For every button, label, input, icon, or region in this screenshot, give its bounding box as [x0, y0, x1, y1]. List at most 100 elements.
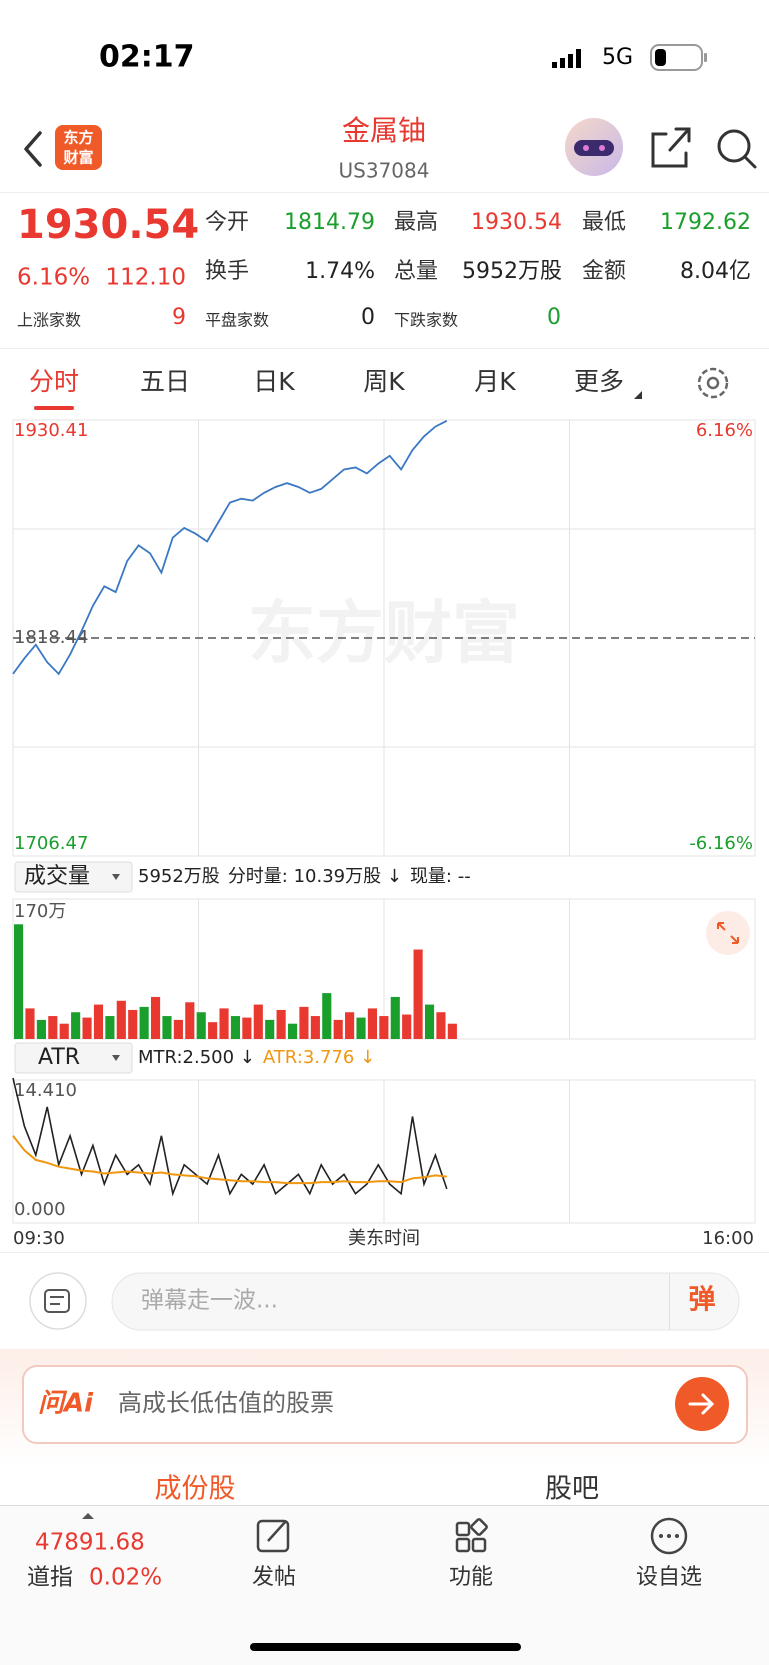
y2-tick-label: 6.16%: [696, 420, 753, 441]
volume-bar: [139, 1006, 149, 1039]
volume-bar: [93, 1004, 104, 1039]
breadth-value: 0: [547, 305, 561, 330]
dropdown-arrow: [112, 874, 120, 880]
chart-tab[interactable]: 更多: [574, 367, 624, 396]
stat-value: 1792.62: [660, 210, 751, 235]
more-icon[interactable]: [650, 1517, 688, 1555]
logo-text: 财富: [63, 149, 93, 167]
comment-input[interactable]: [111, 1272, 740, 1331]
assistant-avatar[interactable]: [565, 118, 623, 176]
battery-icon: [650, 44, 707, 71]
y-tick-label: 14.410: [14, 1080, 77, 1101]
y-tick-label: 170万: [14, 901, 66, 922]
home-indicator: [250, 1643, 521, 1651]
stock-code: US37084: [339, 159, 430, 183]
expand-arrow: [82, 1513, 94, 1519]
price-line: [12, 419, 448, 676]
ai-brand: 问Ai: [38, 1389, 94, 1419]
volume-bar: [185, 1002, 195, 1039]
expand-button[interactable]: [706, 911, 750, 955]
volume-bar: [402, 1014, 412, 1039]
divider: [0, 348, 769, 349]
index-name[interactable]: 道指: [27, 1565, 73, 1591]
comment-placeholder: 弹幕走一波...: [141, 1288, 278, 1314]
index-change[interactable]: 0.02%: [89, 1565, 162, 1591]
indicator-line: [12, 1077, 448, 1197]
volume-bar: [82, 1017, 92, 1039]
bottom-nav: 发帖 功能 设自选: [252, 1565, 702, 1590]
divider: [0, 1252, 769, 1253]
app-logo[interactable]: [55, 125, 102, 170]
x-axis-label: 美东时间: [348, 1228, 420, 1249]
volume-bar: [436, 1012, 446, 1039]
chart-tabs: 分时 五日 日K 周K 月K 更多: [29, 367, 642, 410]
volume-bar: [14, 924, 24, 1039]
nav-label[interactable]: 功能: [449, 1565, 493, 1590]
divider: [669, 1273, 670, 1330]
volume-bar: [390, 996, 400, 1039]
stat-label: 金额: [582, 259, 626, 284]
chart-tab[interactable]: 周K: [363, 367, 405, 396]
section-tab[interactable]: 成份股: [155, 1474, 236, 1505]
stat-label: 总量: [394, 259, 438, 284]
volume-bar: [105, 1016, 115, 1039]
function-icon[interactable]: [455, 1518, 488, 1553]
volume-bar: [447, 1023, 457, 1039]
divider: [0, 192, 769, 193]
danmaku-button[interactable]: 弹: [689, 1285, 716, 1316]
stat-label: 最高: [394, 210, 438, 235]
y-tick-label: 1706.47: [14, 833, 88, 854]
charts: 东方财富 1930.41 1818.44 1706.47 6.16% -6.16% 成交量 5…: [12, 419, 756, 1249]
breadth-value: 9: [172, 305, 186, 330]
y-tick-label: 1930.41: [14, 420, 88, 441]
chart-tab[interactable]: 月K: [474, 367, 516, 396]
volume-bar: [333, 1019, 343, 1039]
post-icon[interactable]: [256, 1519, 290, 1553]
legend-entry: MTR:2.500 ↓: [138, 1047, 255, 1068]
signal-icon: [552, 49, 581, 68]
ai-prompt: 高成长低估值的股票: [118, 1389, 334, 1417]
chart-tab[interactable]: 分时: [29, 367, 79, 396]
stat-value: 1930.54: [471, 210, 562, 235]
ai-submit-button[interactable]: [675, 1377, 729, 1431]
watermark: 东方财富: [248, 595, 520, 674]
volume-bar: [25, 1008, 35, 1039]
stat-value: 5952万股: [462, 259, 562, 284]
volume-bar: [345, 1012, 355, 1039]
nav-label[interactable]: 发帖: [252, 1565, 296, 1590]
back-button[interactable]: [24, 131, 42, 167]
chart-tab[interactable]: 五日: [140, 367, 190, 396]
section-tab[interactable]: 股吧: [545, 1474, 599, 1505]
index-value[interactable]: 47891.68: [35, 1530, 145, 1556]
stock-name: 金属铀: [342, 114, 426, 147]
volume-bar: [299, 1006, 309, 1039]
volume-bar: [265, 1019, 275, 1039]
settings-button[interactable]: [697, 367, 729, 399]
dropdown-arrow: [112, 1055, 120, 1061]
volume-info: 现量: --: [410, 866, 471, 887]
logo-text: 东方: [63, 129, 93, 147]
bottom-bar: [0, 1505, 769, 1665]
volume-bar: [59, 1023, 69, 1039]
y2-tick-label: -6.16%: [689, 833, 753, 854]
active-tab-indicator: [34, 406, 74, 410]
volume-info: 5952万股: [138, 866, 220, 887]
volume-bar: [356, 1017, 366, 1039]
share-button[interactable]: [651, 127, 691, 168]
volume-bar: [322, 993, 332, 1039]
quote-panel: 1930.54 6.16% 112.10 今开 1814.79 最高 1930.54 最…: [17, 202, 751, 330]
nav-label[interactable]: 设自选: [636, 1565, 702, 1590]
ai-search-box[interactable]: [22, 1365, 748, 1444]
volume-bar: [71, 1012, 81, 1039]
last-price: 1930.54: [17, 202, 199, 248]
chart-tab[interactable]: 日K: [253, 367, 295, 396]
indicator-selector[interactable]: [14, 1042, 133, 1074]
chat-settings-button[interactable]: [29, 1272, 87, 1330]
search-button[interactable]: [717, 129, 757, 169]
volume-bar: [162, 1016, 172, 1039]
change-pct: 6.16%: [17, 265, 90, 291]
indicator-selector[interactable]: [14, 861, 133, 893]
stat-label: 换手: [205, 259, 249, 284]
